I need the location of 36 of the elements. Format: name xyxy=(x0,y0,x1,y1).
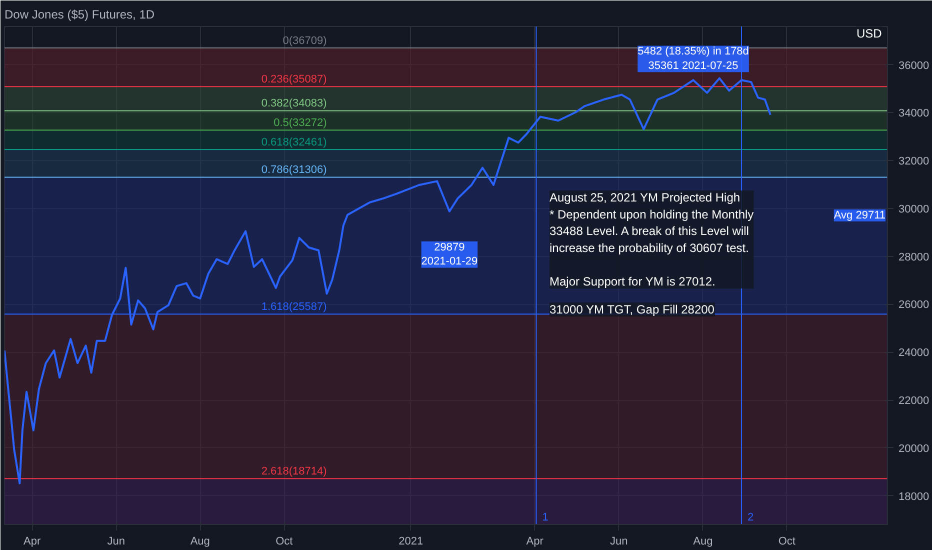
ref-line-label: 0.236(35087) xyxy=(261,74,327,86)
x-tick-label: Aug xyxy=(693,536,713,548)
y-tick-label: 18000 xyxy=(898,490,930,503)
annotation: 29879 2021-01-29 xyxy=(421,241,478,268)
annotation: 5482 (18.35%) in 178d 35361 2021-07-25 xyxy=(638,46,749,72)
ref-line-label: 2 xyxy=(747,512,754,524)
y-tick-label: 36000 xyxy=(898,60,930,72)
x-tick-label: Oct xyxy=(778,536,796,548)
ref-line-label: 1 xyxy=(542,512,548,524)
ref-line-label: 1.618(25587) xyxy=(261,301,327,314)
x-tick-label: Jun xyxy=(610,536,628,548)
x-tick-label: Oct xyxy=(276,536,293,548)
ref-line-label: 2.618(18714) xyxy=(261,466,327,478)
y-tick-label: 26000 xyxy=(898,299,930,312)
x-tick-label: Apr xyxy=(23,536,41,548)
x-tick-label: Aug xyxy=(190,536,210,548)
x-tick-label: 2021 xyxy=(398,536,424,548)
x-tick-label: Jun xyxy=(107,536,125,548)
y-tick-label: 20000 xyxy=(898,442,930,455)
annotation: USD xyxy=(856,26,882,40)
ref-line-label: 0.382(34083) xyxy=(261,98,327,110)
ref-line-label: 0.618(32461) xyxy=(261,136,327,149)
y-tick-label: 34000 xyxy=(898,108,930,120)
x-tick-label: Apr xyxy=(526,536,544,548)
chart-title: Dow Jones ($5) Futures, 1D xyxy=(4,8,155,22)
ref-line-label: 0.786(31306) xyxy=(261,164,327,176)
y-tick-label: 22000 xyxy=(898,395,930,407)
ref-line-label: 0.5(33272) xyxy=(274,117,327,130)
annotation: 31000 YM TGT, Gap Fill 28200 xyxy=(550,302,715,316)
text: August 25, 2021 YM Projected High * Dependent upon holding the Monthly 33488 Level. A break of this Level will increase the probability of 30607 test. Major Support for YM is 27012. xyxy=(550,190,754,288)
ref-line-label: 0(36709) xyxy=(282,34,327,47)
y-tick-label: 24000 xyxy=(898,347,930,360)
y-tick-label: 28000 xyxy=(898,251,930,264)
y-tick-label: 30000 xyxy=(898,203,930,216)
annotation: Avg 29711 xyxy=(834,209,886,222)
y-tick-label: 32000 xyxy=(898,156,930,168)
